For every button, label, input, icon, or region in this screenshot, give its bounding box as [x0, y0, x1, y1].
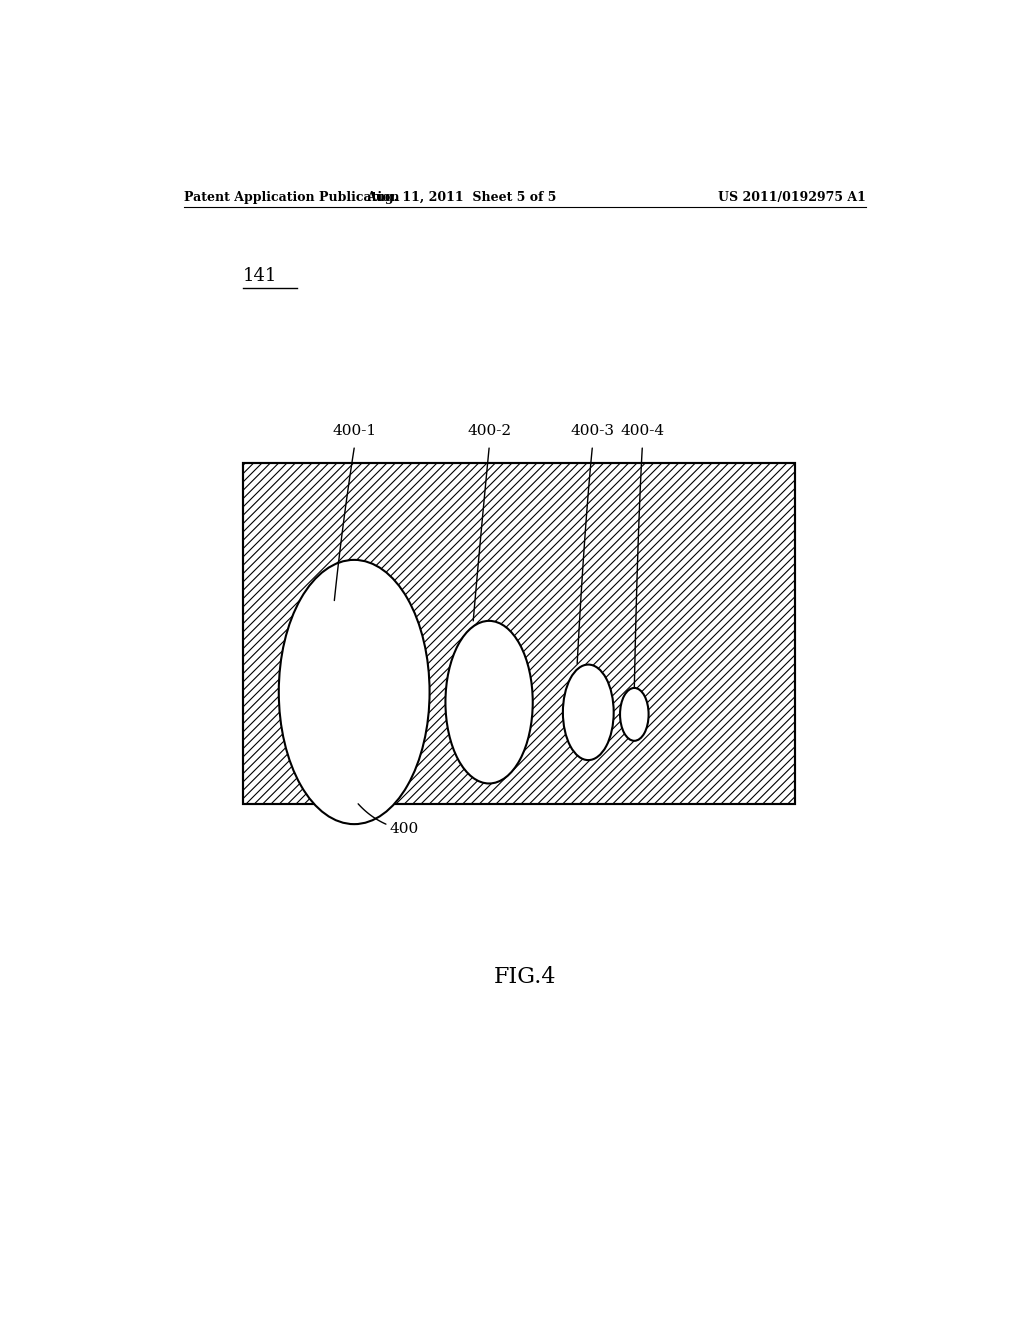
Text: US 2011/0192975 A1: US 2011/0192975 A1: [718, 190, 866, 203]
Ellipse shape: [563, 664, 613, 760]
Text: 400: 400: [390, 822, 419, 837]
Text: FIG.4: FIG.4: [494, 966, 556, 987]
Text: 400-4: 400-4: [621, 424, 665, 438]
Ellipse shape: [621, 688, 648, 741]
Text: 141: 141: [243, 268, 278, 285]
Text: Aug. 11, 2011  Sheet 5 of 5: Aug. 11, 2011 Sheet 5 of 5: [367, 190, 556, 203]
Text: Patent Application Publication: Patent Application Publication: [183, 190, 399, 203]
Text: 400-3: 400-3: [570, 424, 614, 438]
Ellipse shape: [279, 560, 430, 824]
Bar: [243, 463, 795, 804]
Ellipse shape: [445, 620, 532, 784]
Text: 400-1: 400-1: [332, 424, 376, 438]
Bar: [243, 463, 795, 804]
Text: 400-2: 400-2: [467, 424, 511, 438]
